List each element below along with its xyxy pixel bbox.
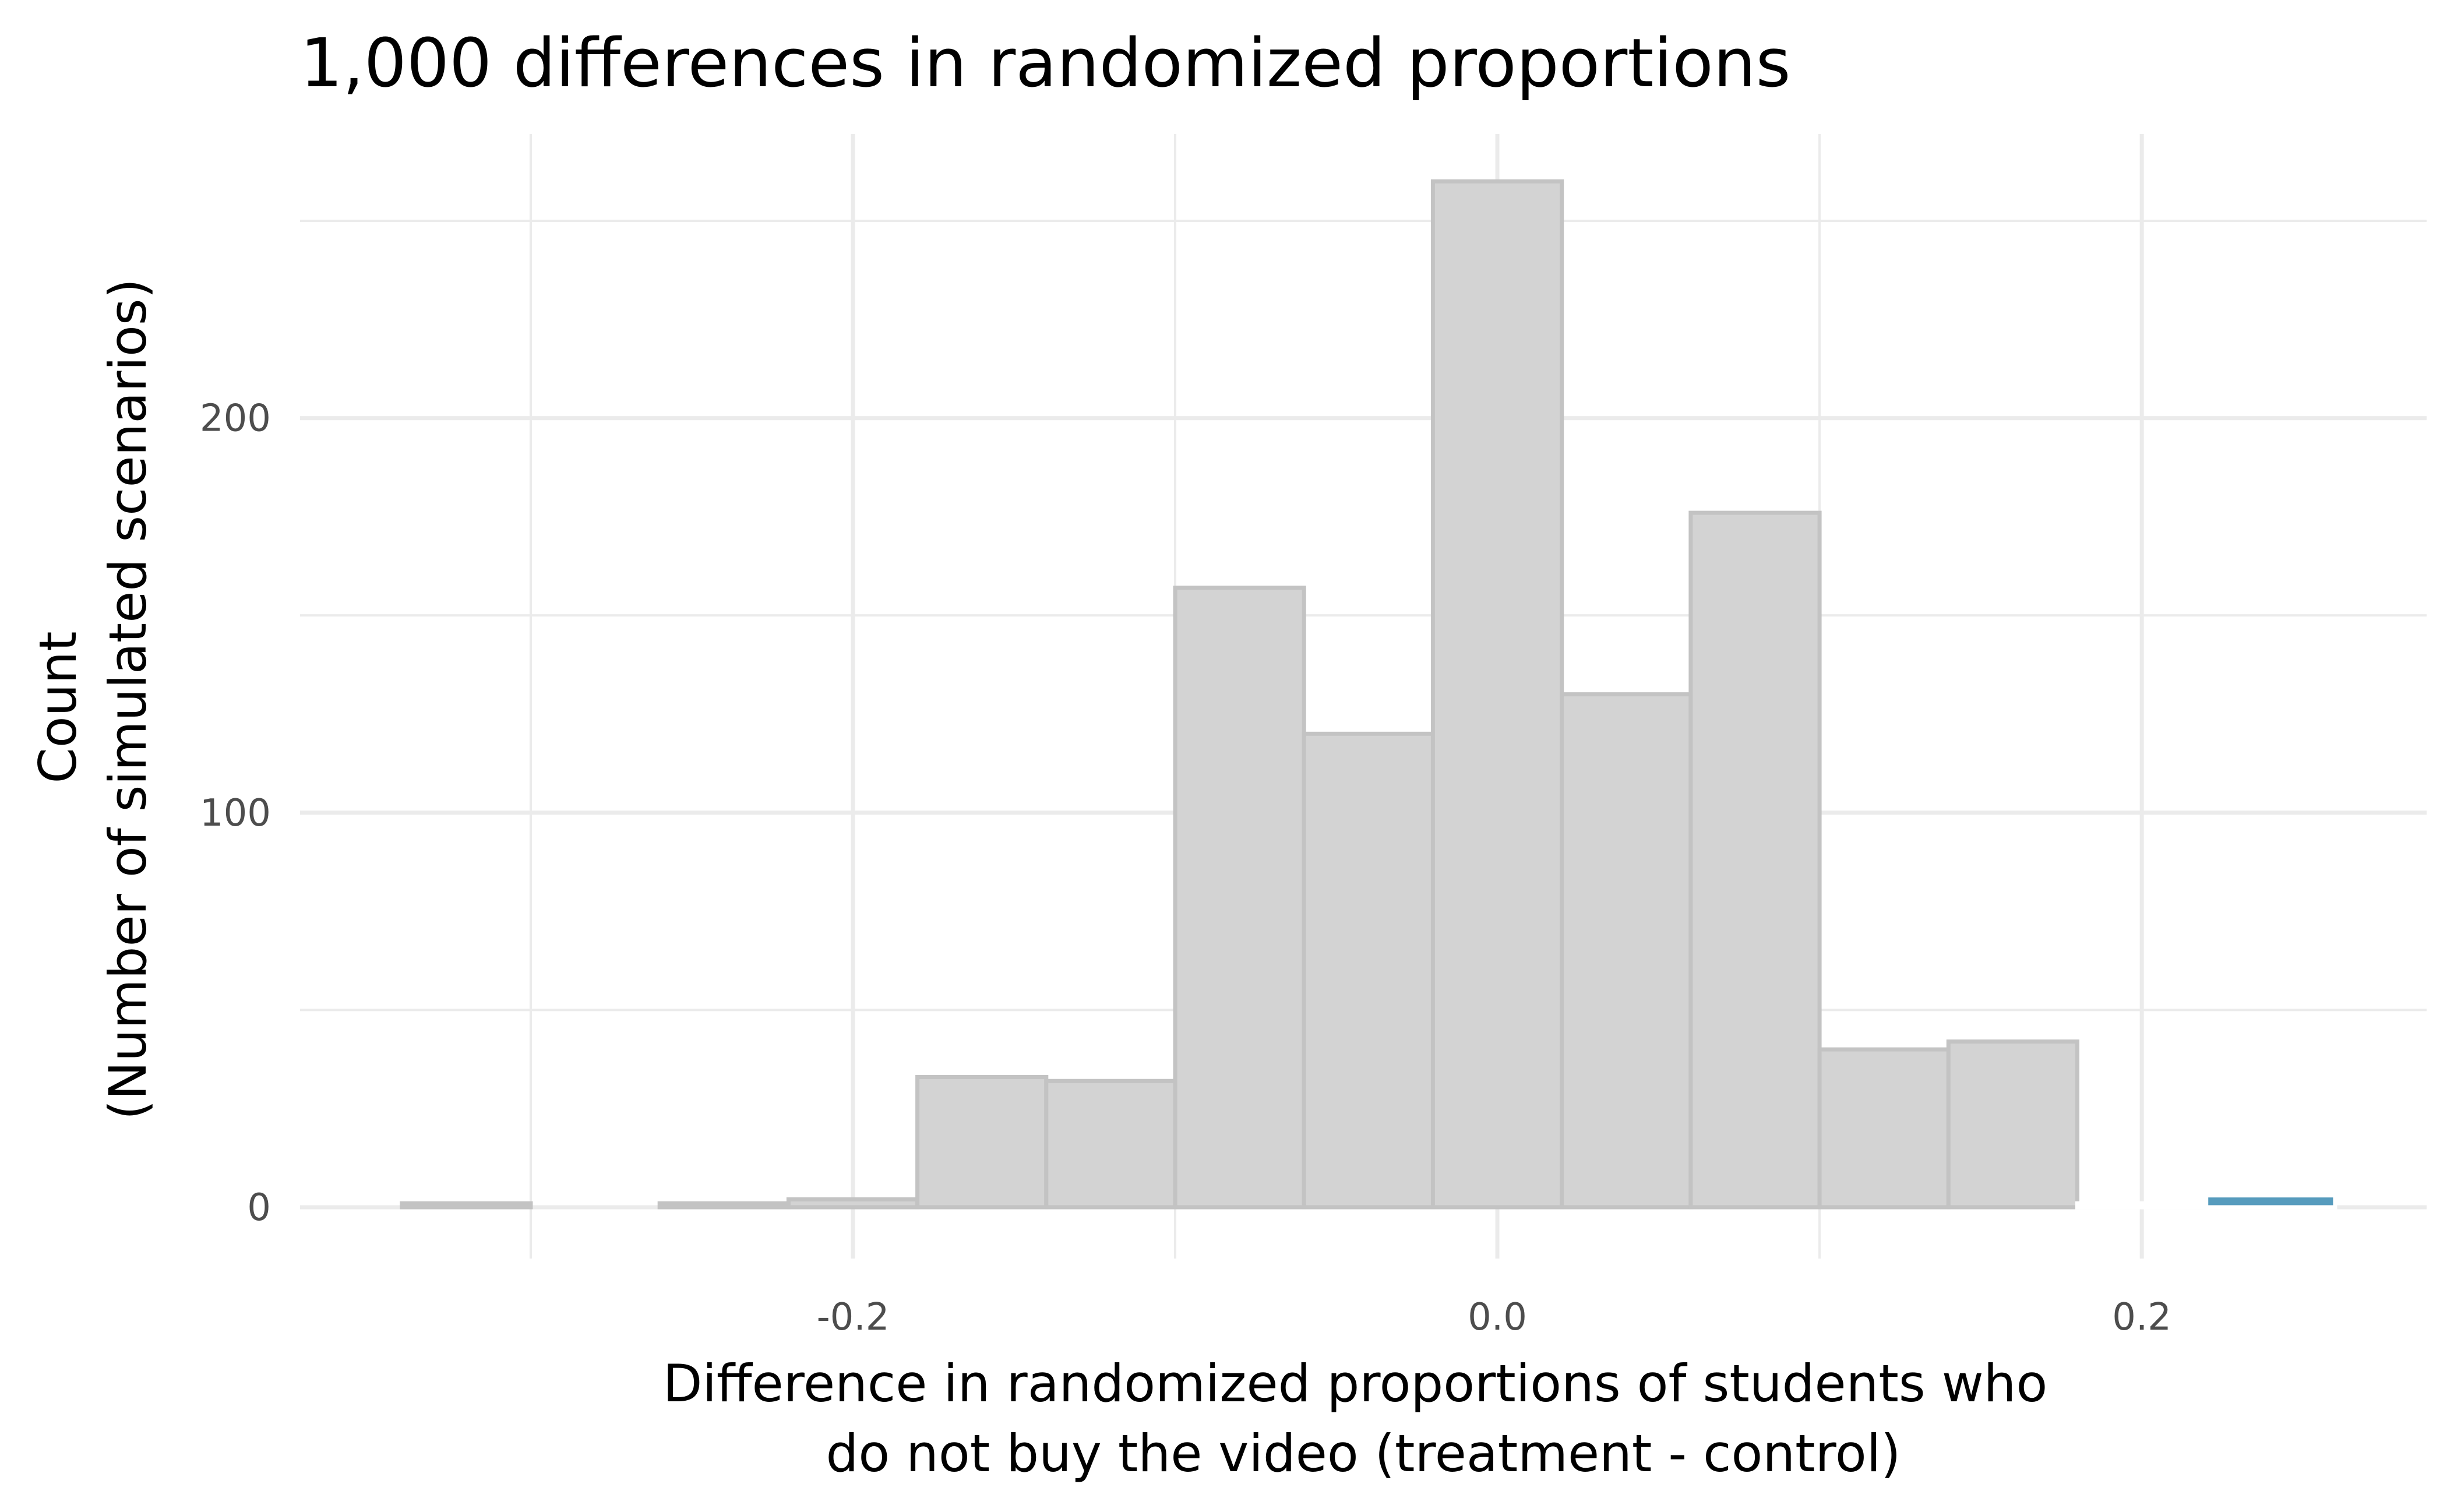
y-tick-label: 0: [247, 1186, 271, 1229]
histogram-bar-highlight: [2075, 1201, 2209, 1210]
histogram-bar: [657, 1201, 791, 1210]
histogram-bar: [786, 1197, 920, 1210]
y-axis-title-line-1: Count: [28, 631, 88, 783]
chart-title: 1,000 differences in randomized proporti…: [300, 24, 1791, 103]
histogram-bar: [1173, 586, 1306, 1210]
x-axis-title-line-1: Difference in randomized proportions of …: [663, 1354, 2048, 1414]
y-axis-title-line-2: (Number of simulated scenarios): [98, 279, 158, 1120]
x-tick-label: -0.2: [817, 1296, 890, 1339]
histogram-bar: [1302, 731, 1435, 1210]
x-tick-label: 0.0: [1468, 1296, 1527, 1339]
histogram-bar: [1560, 692, 1693, 1210]
histogram-bar-highlight: [2204, 1193, 2337, 1210]
histogram-bar: [1688, 510, 1822, 1210]
histogram-bar: [915, 1074, 1049, 1210]
y-axis-title: Count (Number of simulated scenarios): [28, 279, 158, 1120]
tick-labels: 0 100 200 -0.2 0.0 0.2: [200, 397, 2171, 1339]
histogram-bar: [1430, 179, 1564, 1210]
y-tick-label: 200: [200, 397, 271, 440]
x-axis-title: Difference in randomized proportions of …: [663, 1354, 2064, 1483]
histogram-bar: [400, 1201, 533, 1210]
histogram-bar: [1946, 1039, 2080, 1210]
y-tick-label: 100: [200, 792, 271, 835]
x-tick-label: 0.2: [2112, 1296, 2171, 1339]
x-axis-title-line-2: do not buy the video (treatment - contro…: [826, 1423, 1901, 1483]
histogram-bar: [1817, 1047, 1951, 1210]
histogram-bars: [400, 179, 2337, 1210]
histogram-bar: [1044, 1079, 1177, 1210]
